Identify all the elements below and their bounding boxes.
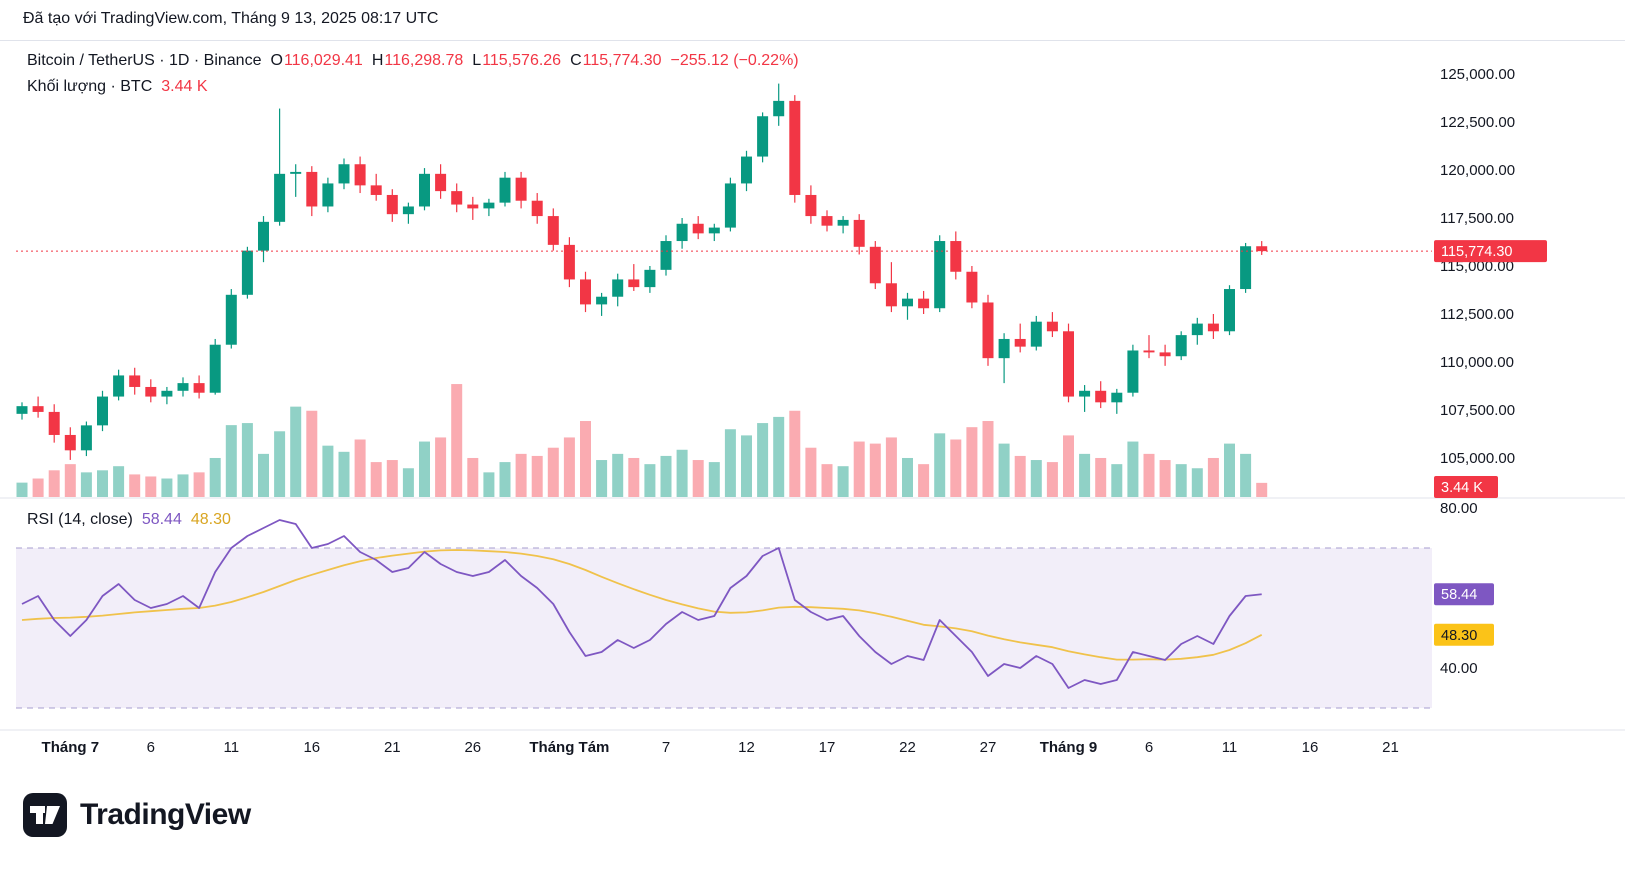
- ohlc-high: H 116,298.78: [371, 52, 464, 69]
- svg-text:21: 21: [1382, 739, 1399, 756]
- rsi-line: [21, 519, 1262, 689]
- chart-svg[interactable]: 125,000.00 122,500.00 120,000.00 117,500.00…: [0, 40, 1625, 780]
- svg-text:17: 17: [819, 739, 836, 756]
- time-axis[interactable]: Tháng 7 6 11 16 21 26 Tháng Tám 7 12 17 22 27 Tháng …: [42, 739, 1399, 756]
- top-divider: [0, 40, 1625, 41]
- svg-text:12: 12: [738, 739, 755, 756]
- svg-text:11: 11: [1222, 739, 1238, 756]
- svg-text:115,000.00: 115,000.00: [1440, 258, 1514, 275]
- svg-text:120,000.00: 120,000.00: [1440, 162, 1515, 179]
- volume-legend: Khối lượng · BTC 3.44 K: [27, 78, 208, 96]
- svg-text:115,774.30: 115,774.30: [1441, 244, 1513, 260]
- svg-text:22: 22: [899, 739, 916, 756]
- attribution: Đã tạo với TradingView.com, Tháng 9 13, …: [23, 10, 439, 27]
- ohlc-open: O 116,029.41: [270, 52, 363, 69]
- svg-text:27: 27: [980, 739, 997, 756]
- rsi-legend: RSI (14, close) 58.44 48.30: [27, 511, 231, 529]
- svg-text:125,000.00: 125,000.00: [1440, 66, 1515, 83]
- svg-text:58.44: 58.44: [1441, 587, 1477, 603]
- volume-badge: [1434, 476, 1498, 498]
- chart-area[interactable]: 125,000.00 122,500.00 120,000.00 117,500.00…: [0, 40, 1625, 780]
- change-value: −255.12 (−0.22%): [670, 52, 799, 69]
- svg-text:16: 16: [303, 739, 320, 756]
- ohlc-close: C 115,774.30: [570, 52, 662, 69]
- price-badge: [1434, 240, 1547, 263]
- svg-text:Tháng 9: Tháng 9: [1040, 739, 1098, 756]
- svg-text:40.00: 40.00: [1440, 660, 1478, 677]
- tradingview-logo[interactable]: TradingView: [23, 793, 251, 837]
- volume-series: [16, 384, 1268, 497]
- svg-text:11: 11: [224, 739, 240, 756]
- svg-text:105,000.00: 105,000.00: [1440, 450, 1515, 467]
- svg-text:7: 7: [662, 739, 670, 756]
- ohlc-low: L 115,576.26: [472, 52, 562, 69]
- rsi-ma-badge: [1434, 623, 1494, 646]
- svg-text:26: 26: [464, 739, 481, 756]
- tradingview-wordmark: TradingView: [80, 798, 251, 831]
- symbol-title[interactable]: Bitcoin / TetherUS · 1D · Binance: [27, 52, 262, 69]
- rsi-ma-legend-value: 48.30: [190, 511, 231, 528]
- svg-text:80.00: 80.00: [1440, 500, 1478, 517]
- svg-text:48.30: 48.30: [1441, 628, 1477, 644]
- tradingview-logo-icon: [23, 793, 67, 837]
- svg-text:16: 16: [1302, 739, 1319, 756]
- axis-badges: 115,774.30 3.44 K 58.44 48.30: [1434, 240, 1547, 646]
- svg-text:6: 6: [147, 739, 155, 756]
- pane-dividers: [0, 497, 1625, 731]
- rsi-band: [16, 547, 1432, 709]
- svg-text:21: 21: [384, 739, 401, 756]
- rsi-ma-line: [21, 549, 1263, 661]
- svg-text:112,500.00: 112,500.00: [1440, 306, 1514, 323]
- svg-text:122,500.00: 122,500.00: [1440, 114, 1515, 131]
- rsi-legend-label[interactable]: RSI (14, close): [27, 511, 133, 528]
- rsi-legend-value: 58.44: [141, 511, 182, 528]
- svg-text:107,500.00: 107,500.00: [1440, 402, 1515, 419]
- symbol-legend: Bitcoin / TetherUS · 1D · Binance O 116,0…: [27, 52, 799, 70]
- svg-text:6: 6: [1145, 739, 1153, 756]
- svg-text:110,000.00: 110,000.00: [1440, 354, 1514, 371]
- volume-legend-label[interactable]: Khối lượng · BTC: [27, 78, 153, 95]
- svg-text:Tháng 7: Tháng 7: [42, 739, 100, 756]
- svg-text:Tháng Tám: Tháng Tám: [529, 739, 609, 756]
- candlestick-series: [16, 83, 1268, 460]
- svg-text:117,500.00: 117,500.00: [1440, 210, 1514, 227]
- volume-legend-value: 3.44 K: [161, 78, 208, 95]
- price-axis[interactable]: 125,000.00 122,500.00 120,000.00 117,500.00…: [1440, 66, 1515, 467]
- rsi-axis[interactable]: 80.00 40.00: [1440, 500, 1478, 677]
- rsi-badge: [1434, 583, 1494, 606]
- svg-text:3.44 K: 3.44 K: [1441, 480, 1483, 496]
